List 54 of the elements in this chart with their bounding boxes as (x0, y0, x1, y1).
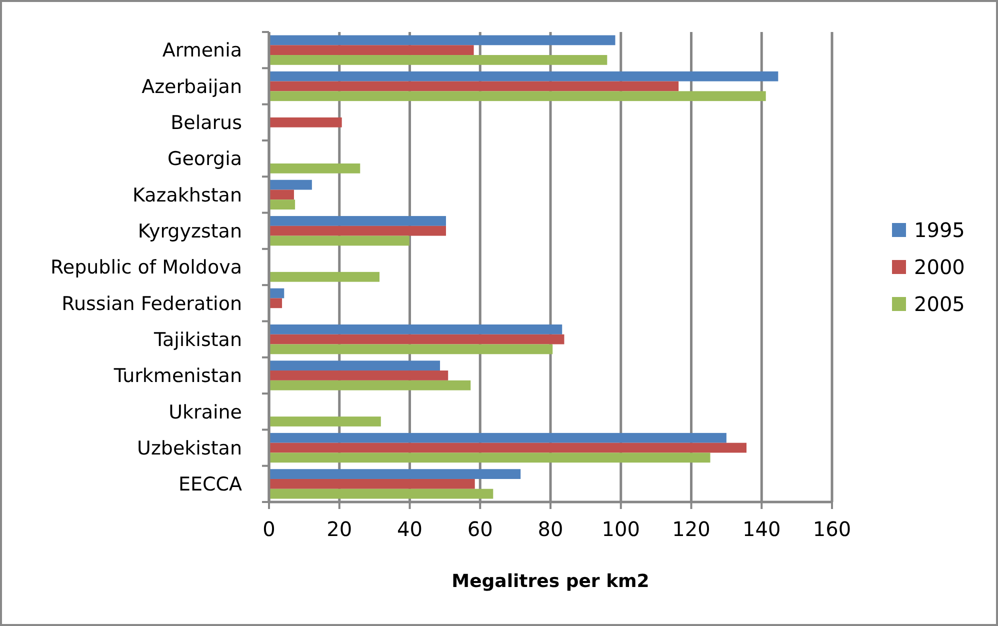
x-tick-label: 40 (397, 517, 422, 541)
bar (269, 432, 726, 443)
bar (269, 200, 296, 210)
x-tick-label: 100 (602, 517, 640, 541)
legend-label: 2005 (914, 292, 965, 316)
bar (269, 81, 679, 92)
bar (269, 236, 410, 246)
y-tick-label: Turkmenistan (112, 365, 242, 388)
y-tick-label: Azerbaijan (142, 76, 242, 98)
bar (269, 45, 474, 56)
bar (269, 442, 746, 453)
y-tick-label: EECCA (178, 474, 242, 496)
bar (269, 370, 448, 380)
bar (269, 324, 562, 334)
bar (269, 35, 616, 46)
y-tick-label: Russian Federation (62, 292, 242, 315)
bar (269, 190, 294, 200)
bar (269, 334, 564, 344)
x-tick-label: 120 (672, 517, 710, 541)
bar (269, 488, 494, 499)
bar (269, 71, 778, 82)
y-tick-label: Armenia (162, 40, 242, 62)
y-tick-label: Tajikistan (153, 328, 242, 351)
x-axis-title: Megalitres per km2 (452, 571, 650, 592)
y-tick-label: Kyrgyzstan (138, 220, 242, 242)
bar (269, 226, 446, 236)
x-tick-label: 0 (262, 517, 276, 541)
bar (269, 272, 380, 282)
y-tick-label: Kazakhstan (132, 184, 242, 206)
bar (269, 55, 608, 65)
bar (269, 180, 312, 190)
bar (269, 360, 440, 371)
y-tick-label: Belarus (170, 112, 242, 134)
legend-label: 2000 (914, 255, 965, 279)
bar (269, 416, 381, 426)
y-tick-label: Uzbekistan (137, 437, 242, 460)
y-tick-label: Georgia (168, 148, 242, 170)
bar (269, 469, 521, 479)
legend-label: 1995 (914, 218, 965, 242)
x-tick-label: 60 (467, 517, 493, 541)
bar (269, 344, 553, 354)
bar (269, 478, 475, 489)
bar (269, 452, 710, 463)
bar (269, 380, 471, 390)
y-tick-label: Republic of Moldova (50, 256, 242, 279)
bar (269, 163, 360, 174)
x-tick-label: 160 (812, 517, 852, 541)
y-tick-label: Ukraine (168, 401, 242, 424)
x-tick-label: 20 (326, 517, 352, 541)
bar (269, 91, 766, 102)
x-tick-label: 80 (538, 517, 564, 541)
bar (269, 117, 342, 128)
x-tick-label: 140 (742, 517, 781, 541)
bar (269, 216, 446, 226)
